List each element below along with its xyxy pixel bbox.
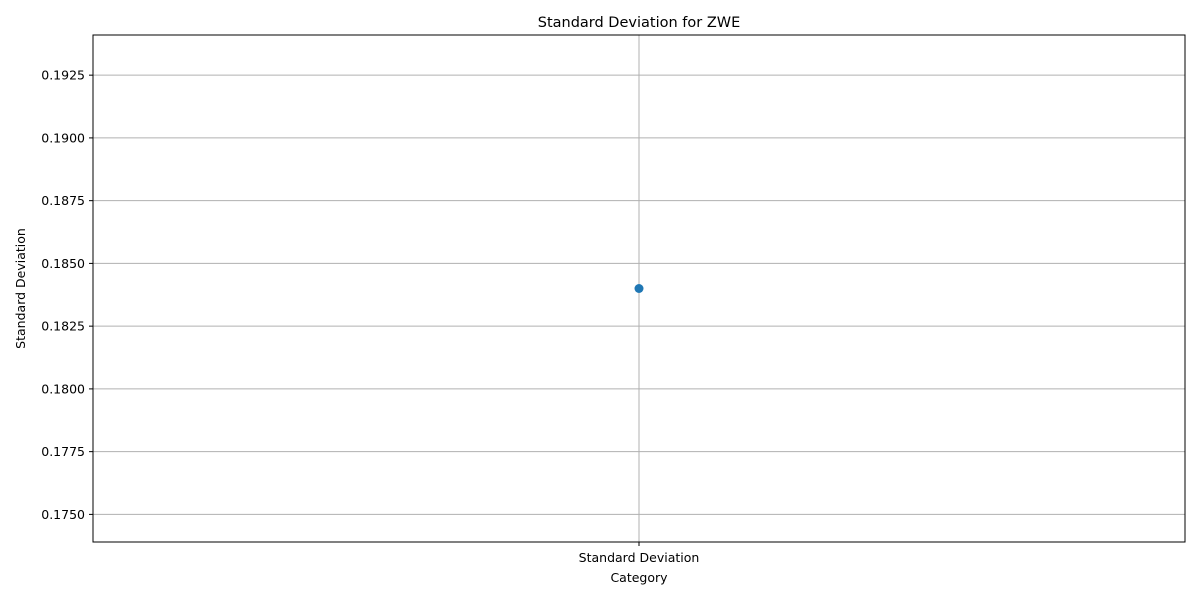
y-tick-label: 0.1825 — [41, 319, 85, 334]
y-tick-label: 0.1925 — [41, 68, 85, 83]
x-axis-label: Category — [610, 570, 668, 585]
y-tick-label: 0.1775 — [41, 444, 85, 459]
data-points — [634, 284, 644, 293]
chart-title: Standard Deviation for ZWE — [538, 15, 741, 31]
data-point — [634, 284, 644, 293]
x-tick-label: Standard Deviation — [579, 550, 700, 565]
y-tick-label: 0.1850 — [41, 256, 85, 271]
grid — [93, 35, 1185, 542]
y-axis-label: Standard Deviation — [13, 228, 28, 349]
plot-area-frame — [92, 34, 1186, 543]
y-tick-label: 0.1800 — [41, 381, 85, 396]
y-tick-label: 0.1875 — [41, 193, 85, 208]
y-tick-label: 0.1750 — [41, 507, 85, 522]
axis-ticks: 0.1750 0.1775 0.1800 0.1825 0.1850 0.1875 0.19… — [41, 68, 699, 565]
y-tick-label: 0.1900 — [41, 130, 85, 145]
